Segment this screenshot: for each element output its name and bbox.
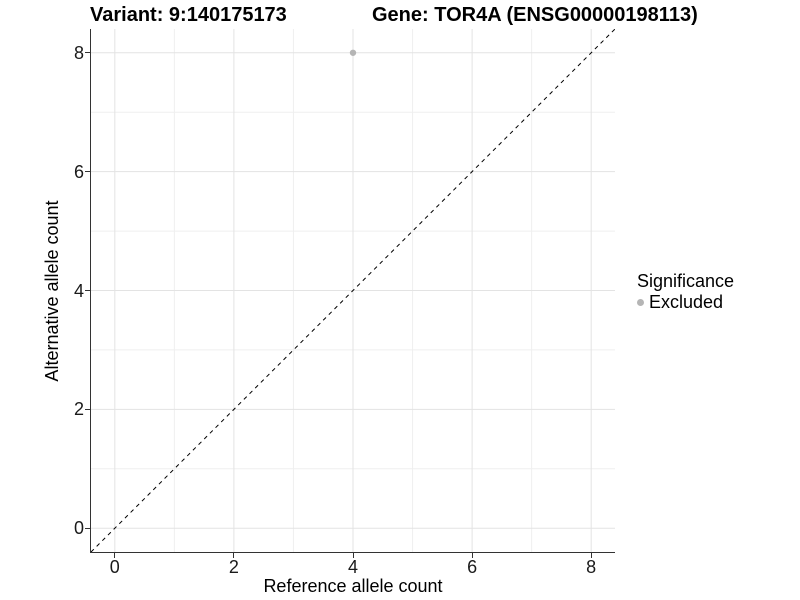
x-axis-title: Reference allele count [263,576,443,596]
x-tick-label: 4 [347,557,358,577]
y-tick-mark [85,527,90,529]
plot-area-svg [91,29,615,552]
legend-items: Excluded [637,292,734,312]
y-tick-label: 0 [73,518,84,539]
variant-title: Variant: 9:140175173 [90,4,287,26]
y-tick-mark [85,290,90,291]
x-tick-label: 8 [586,557,597,577]
y-tick-label: 8 [73,42,84,63]
legend-entry-label: Excluded [649,292,724,312]
legend-item-excluded: Excluded [637,292,734,312]
x-tick-mark [352,553,354,558]
y-tick-mark [85,408,90,410]
x-tick-mark [590,553,592,558]
y-tick-label: 6 [73,161,84,182]
identity-dashed-line [91,29,615,552]
legend: Significance Excluded [637,271,734,312]
x-tick-label: 6 [467,557,478,577]
y-tick-mark [85,171,90,173]
x-tick-label: 2 [228,557,239,577]
legend-title: Significance [637,271,735,291]
legend-point-icon [637,298,644,306]
x-tick-mark [114,553,116,558]
plot-panel [90,29,615,553]
gene-title: Gene: TOR4A (ENSG00000198113) [372,4,698,26]
data-point-excluded [349,49,357,56]
y-tick-mark [85,52,90,54]
x-tick-label: 0 [109,557,120,577]
x-tick-mark [233,553,235,558]
y-tick-label: 2 [73,399,84,420]
y-tick-label: 4 [73,280,84,301]
x-tick-mark [471,553,473,558]
y-axis-title: Alternative allele count [42,200,62,382]
